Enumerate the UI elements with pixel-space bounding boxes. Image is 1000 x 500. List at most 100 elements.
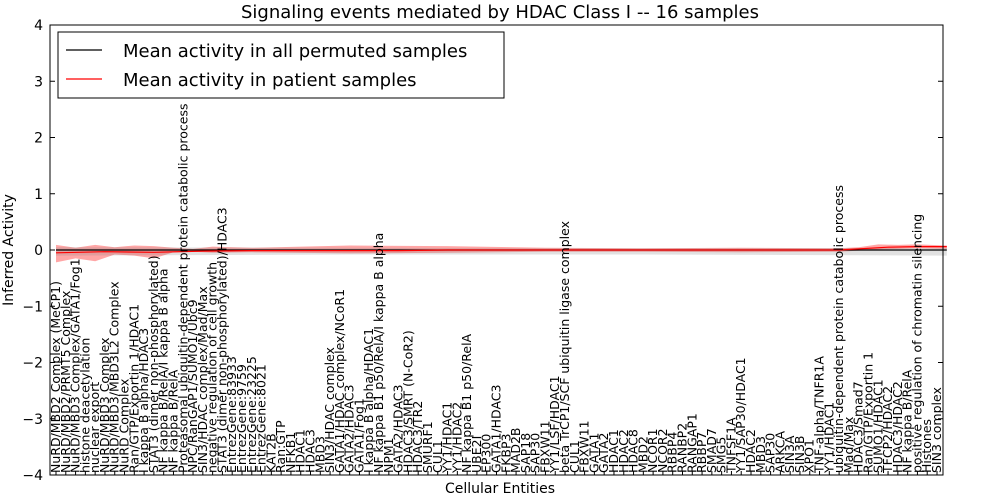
x-tick-label: beta TrCP1/SCF ubiquitin ligase complex (557, 221, 572, 473)
x-tick-label: RANBP2 (675, 423, 690, 473)
x-tick-label: GATA1/HDAC complex/NCoR1 (332, 289, 347, 473)
x-tick-label: UBE2I (469, 436, 484, 473)
x-tick-label: GATA1 (586, 433, 601, 473)
x-tick-label: NF kappa B/RelA (900, 369, 915, 473)
x-tick-label: NuRD/MBD3 Complex/GATA1/Fog1 (68, 258, 83, 473)
x-tick-label: Ran/GTP/Exportin 1 (861, 352, 876, 473)
x-tick-label: NuRD/MBD2 Complex (MeCP1) (48, 281, 63, 473)
x-tick-label: Ran/GTP/Exportin 1/HDAC1 (126, 304, 141, 473)
x-tick-label: MAD2B (508, 428, 523, 474)
x-tick-label: SMAD7 (704, 428, 719, 473)
band-0 (56, 244, 947, 263)
x-tick-label: FKBP3 (498, 434, 513, 473)
y-tick-label: 2 (34, 131, 43, 147)
y-tick-label: 3 (34, 74, 43, 90)
x-tick-label: XPO1 (802, 439, 817, 473)
x-tick-label: EntrezGene:83933 (224, 356, 239, 473)
x-tick-label: ARKCA (772, 431, 787, 473)
x-tick-label: EntrezGene:23225 (244, 356, 259, 473)
x-tick-label: HDAC3 (303, 429, 318, 473)
x-tick-label: GATA1/Fog1 (352, 398, 367, 473)
x-tick-label: Proteasomal ubiquitin-dependent protein … (175, 104, 190, 474)
y-tick-label: 1 (34, 187, 43, 203)
x-tick-label: SMG5 (714, 437, 729, 473)
x-tick-label: RBBP4 (665, 432, 680, 473)
x-tick-label: KAT2B (263, 433, 278, 473)
x-tick-label: SAP30 (763, 433, 778, 473)
x-tick-label: SIN3/HDAC complex (322, 347, 337, 473)
x-tick-label: YY1/SAP30/HDAC1 (733, 357, 748, 474)
legend: Mean activity in all permuted samples Mea… (57, 31, 505, 99)
y-tick-label: −4 (22, 468, 43, 484)
x-tick-label: NPM1 (381, 437, 396, 473)
x-tick-label: EntrezGene:9759 (234, 364, 249, 473)
x-tick-label: TNF-alpha/TNFR1A (812, 356, 827, 474)
x-tick-label: positive regulation of chromatin silenci… (909, 214, 924, 473)
x-tick-label: SIN3A (782, 435, 797, 473)
x-tick-label: RANGAP1 (684, 413, 699, 473)
x-tick-label: HDAC1 (606, 429, 621, 473)
x-tick-label: YY1/HDAC2 (449, 402, 464, 474)
x-tick-label: TFCP2/HDAC2 (880, 386, 895, 474)
x-tick-label: FBXW11 (537, 420, 552, 473)
x-tick-label: NCOR2 (655, 428, 670, 473)
x-tick-label: NuRD/MBD2/PRMT5 Complex (58, 291, 73, 473)
x-tick-label: RBBP7 (694, 432, 709, 473)
x-tick-label: HDAC3/TR2 (410, 401, 425, 473)
x-tick-label: MBD2 (635, 436, 650, 473)
x-axis-label: Cellular Entities (445, 481, 555, 497)
x-tick-label: ubiquitin-dependent protein catabolic pr… (831, 185, 846, 473)
x-tick-label: NF kappa B/RelA/I kappa B alpha (156, 268, 171, 473)
x-tick-label: YY1/HDAC1 (440, 402, 455, 474)
band-1 (56, 247, 947, 256)
x-tick-label: nuclear export (87, 382, 102, 473)
x-tick-label: I kappa B alpha/HDAC3 (136, 328, 151, 473)
x-tick-label: YY1/LSF/HDAC1 (547, 375, 562, 474)
x-tick-label: FBXW11 (577, 420, 592, 473)
y-tick-label: −2 (22, 356, 43, 372)
x-tick-label: NFKB1 (283, 432, 298, 473)
x-tick-label: SAP18 (518, 433, 533, 473)
y-tick-label: −1 (22, 299, 43, 315)
x-tick-label: EntrezGene:8021 (254, 364, 269, 473)
legend-label: Mean activity in patient samples (123, 70, 417, 91)
x-tick-label: GATA2/HDAC3 (342, 385, 357, 473)
x-tick-label: SMURF1 (420, 421, 435, 473)
y-axis: −4 −3 −2 −1 0 1 2 3 4 (22, 18, 943, 484)
x-tick-label: HDAC2 (616, 429, 631, 473)
x-tick-label: NuRD/MBD3 Complex (97, 337, 112, 473)
x-tick-label: HDAC3/SMRT (N-CoR2) (400, 330, 415, 473)
x-tick-label: HDAC1 (293, 429, 308, 473)
x-tick-label: NF kappa B1 p50/RelA (459, 333, 474, 473)
range-bands (56, 244, 947, 263)
x-tick-label: YY1/HDAC1 (821, 402, 836, 474)
y-tick-label: 4 (34, 18, 43, 34)
x-tick-label: MBD3 (753, 436, 768, 473)
x-tick-label: SIN3/HDAC complex/Mad/Max (195, 286, 210, 473)
x-tick-label: Histones (919, 419, 934, 473)
series-line-1 (55, 246, 947, 254)
x-tick-label: GATA2/HDAC3 (391, 385, 406, 473)
x-tick-label: Ran:GTP (273, 420, 288, 473)
x-tick-label: SIN3B (792, 436, 807, 474)
x-tick-label: MBD3 (312, 436, 327, 473)
x-tick-label: histone deacetylation (77, 338, 92, 473)
x-tick-label: HDAC2 (743, 429, 758, 473)
x-tick-label: negative regulation of cell growth (205, 262, 220, 473)
plot-frame (49, 24, 944, 476)
x-tick-label: HDAC3/HDAC2 (890, 381, 905, 473)
x-tick-label: HDAC8 (626, 429, 641, 473)
legend-box (57, 31, 505, 99)
y-tick-label: −3 (22, 412, 43, 428)
x-tick-label: NPC/RanGAP1/SUMO1/Ubc9 (185, 299, 200, 473)
x-tick-label: HDAC3/Smad7 (851, 381, 866, 473)
x-tick-label: STAT3 (dimer non-phosphorylated) (146, 255, 161, 473)
chart-title: Signaling events mediated by HDAC Class … (241, 2, 759, 23)
x-axis: NuRD/MBD2 Complex (MeCP1)NuRD/MBD2/PRMT5… (48, 104, 944, 475)
x-tick-label: CUL1 (567, 440, 582, 473)
y-tick-label: 0 (34, 243, 43, 259)
x-tick-label: NCOR1 (645, 428, 660, 473)
y-axis-label: Inferred Activity (1, 194, 17, 306)
x-tick-label: TNFSF1A (723, 417, 738, 474)
